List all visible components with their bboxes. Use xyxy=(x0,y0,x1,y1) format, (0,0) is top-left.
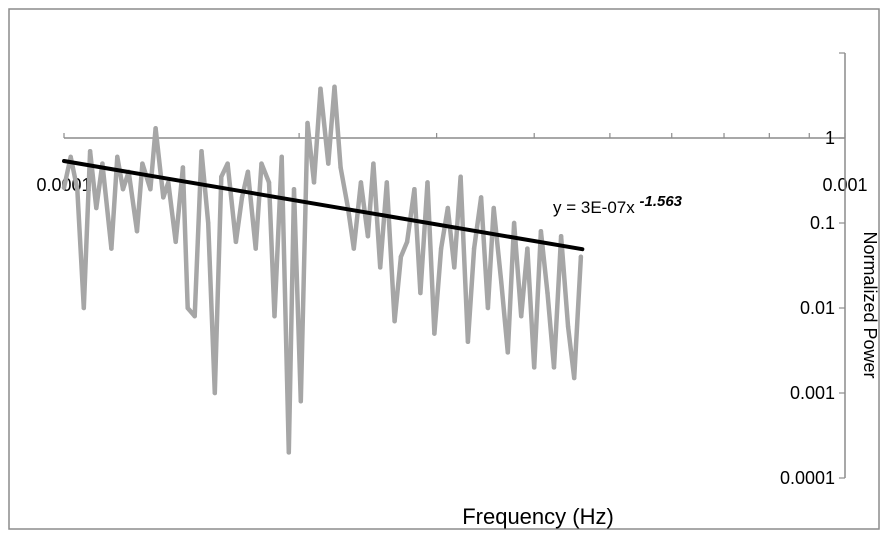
data-point xyxy=(245,169,251,175)
data-point xyxy=(272,314,277,319)
data-point xyxy=(100,161,105,166)
trendline-label-main: y = 3E-07x xyxy=(553,198,635,217)
data-point xyxy=(153,126,158,131)
data-point xyxy=(452,265,457,270)
y-tick-label: 0.01 xyxy=(800,298,835,318)
data-point xyxy=(68,154,73,160)
trendline-label: y = 3E-07x -1.563 xyxy=(553,193,683,217)
data-point xyxy=(212,390,218,396)
data-point xyxy=(134,229,140,234)
data-point xyxy=(286,450,291,455)
y-axis-title: Normalized Power xyxy=(860,231,880,378)
data-point xyxy=(338,165,343,170)
data-point xyxy=(148,186,153,192)
data-point xyxy=(551,365,557,370)
data-point xyxy=(432,331,437,336)
data-point xyxy=(199,148,204,154)
data-point xyxy=(458,174,463,179)
data-point xyxy=(239,195,245,200)
chart-border xyxy=(8,8,880,530)
data-point xyxy=(94,205,99,211)
y-tick-label: 1 xyxy=(825,128,835,148)
data-point xyxy=(398,254,404,260)
x-axis-title: Frequency (Hz) xyxy=(462,504,614,529)
data-point xyxy=(558,233,564,239)
data-point xyxy=(311,180,317,185)
data-point xyxy=(511,220,517,226)
data-point xyxy=(519,314,524,319)
y-tick-label: 0.1 xyxy=(810,213,835,233)
data-point xyxy=(279,154,284,160)
data-point xyxy=(233,239,239,245)
y-tick-label: 0.001 xyxy=(790,383,835,403)
data-point xyxy=(438,246,444,251)
data-point xyxy=(161,195,166,200)
data-point xyxy=(115,154,120,160)
data-point xyxy=(318,86,323,91)
data-point xyxy=(185,305,190,311)
data-point xyxy=(425,180,430,185)
data-point xyxy=(384,180,389,185)
data-point xyxy=(109,246,114,251)
data-point xyxy=(81,305,86,311)
data-point xyxy=(140,161,145,166)
data-point xyxy=(578,254,584,260)
data-point xyxy=(365,233,371,239)
data-point xyxy=(298,399,303,404)
data-point xyxy=(545,290,550,296)
data-point xyxy=(571,375,577,381)
data-point xyxy=(525,246,530,251)
data-point xyxy=(166,180,171,185)
data-point xyxy=(180,165,186,170)
data-point xyxy=(499,280,504,285)
trendline-label-exponent: -1.563 xyxy=(639,193,682,210)
data-point xyxy=(478,195,484,200)
y-tick-label: 0.0001 xyxy=(780,468,835,488)
data-point xyxy=(192,314,197,319)
trend-layer xyxy=(62,159,585,252)
data-point xyxy=(259,161,264,166)
data-point xyxy=(61,185,67,190)
series-layer xyxy=(61,84,584,455)
data-point xyxy=(412,186,417,192)
data-point xyxy=(120,186,126,192)
data-point xyxy=(351,246,357,251)
data-point xyxy=(538,229,544,234)
data-point xyxy=(253,246,258,251)
data-point xyxy=(305,120,310,126)
data-point xyxy=(445,205,450,211)
data-point xyxy=(485,305,491,311)
data-point xyxy=(291,186,297,192)
data-point xyxy=(377,265,383,270)
data-point xyxy=(505,350,510,355)
data-point xyxy=(565,324,571,330)
data-point xyxy=(532,365,537,370)
data-point xyxy=(371,161,376,166)
data-point xyxy=(206,220,211,226)
data-point xyxy=(75,186,80,192)
data-point xyxy=(404,239,410,245)
data-point xyxy=(471,246,477,251)
data-point xyxy=(219,174,224,179)
data-point xyxy=(225,161,230,166)
data-point xyxy=(87,148,93,154)
data-point xyxy=(173,239,178,245)
data-point xyxy=(465,339,471,345)
y-axis: 1 0.1 0.01 0.001 0.0001 xyxy=(780,52,846,488)
data-point xyxy=(392,318,397,324)
data-point xyxy=(358,180,364,185)
data-point xyxy=(418,290,423,296)
trendline xyxy=(62,159,585,252)
data-point xyxy=(491,205,496,211)
data-point xyxy=(266,180,272,185)
data-point xyxy=(332,84,337,90)
data-point xyxy=(326,161,331,166)
